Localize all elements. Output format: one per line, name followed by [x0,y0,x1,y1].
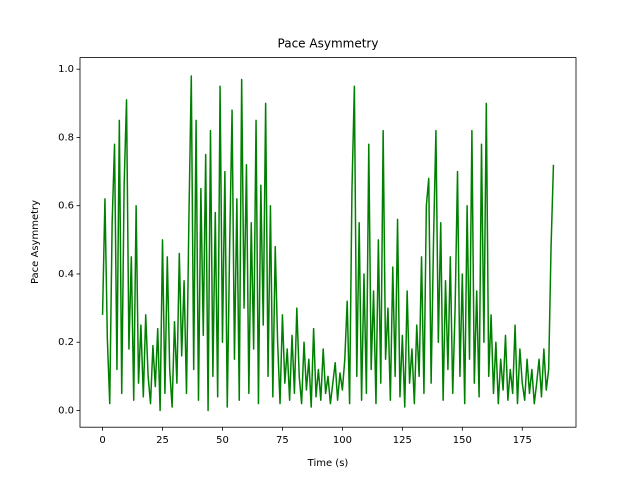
y-tick-label: 0.0 [58,405,74,416]
y-tick-label: 1.0 [58,64,74,75]
y-tick-label: 0.8 [58,132,74,143]
y-axis-label: Pace Asymmetry [30,200,41,284]
x-tick-label: 50 [216,435,229,446]
x-tick-label: 0 [99,435,105,446]
x-tick-label: 25 [156,435,169,446]
y-tick-label: 0.6 [58,201,74,212]
chart-title: Pace Asymmetry [278,37,379,51]
x-tick-label: 125 [393,435,412,446]
data-line [101,75,555,412]
y-tick-label: 0.4 [58,269,74,280]
x-axis-label: Time (s) [307,458,349,469]
x-tick-label: 175 [513,435,532,446]
y-tick-label: 0.2 [58,337,74,348]
x-tick-label: 75 [276,435,289,446]
x-tick-label: 100 [333,435,352,446]
x-tick-label: 150 [453,435,472,446]
plot-frame [79,57,577,428]
